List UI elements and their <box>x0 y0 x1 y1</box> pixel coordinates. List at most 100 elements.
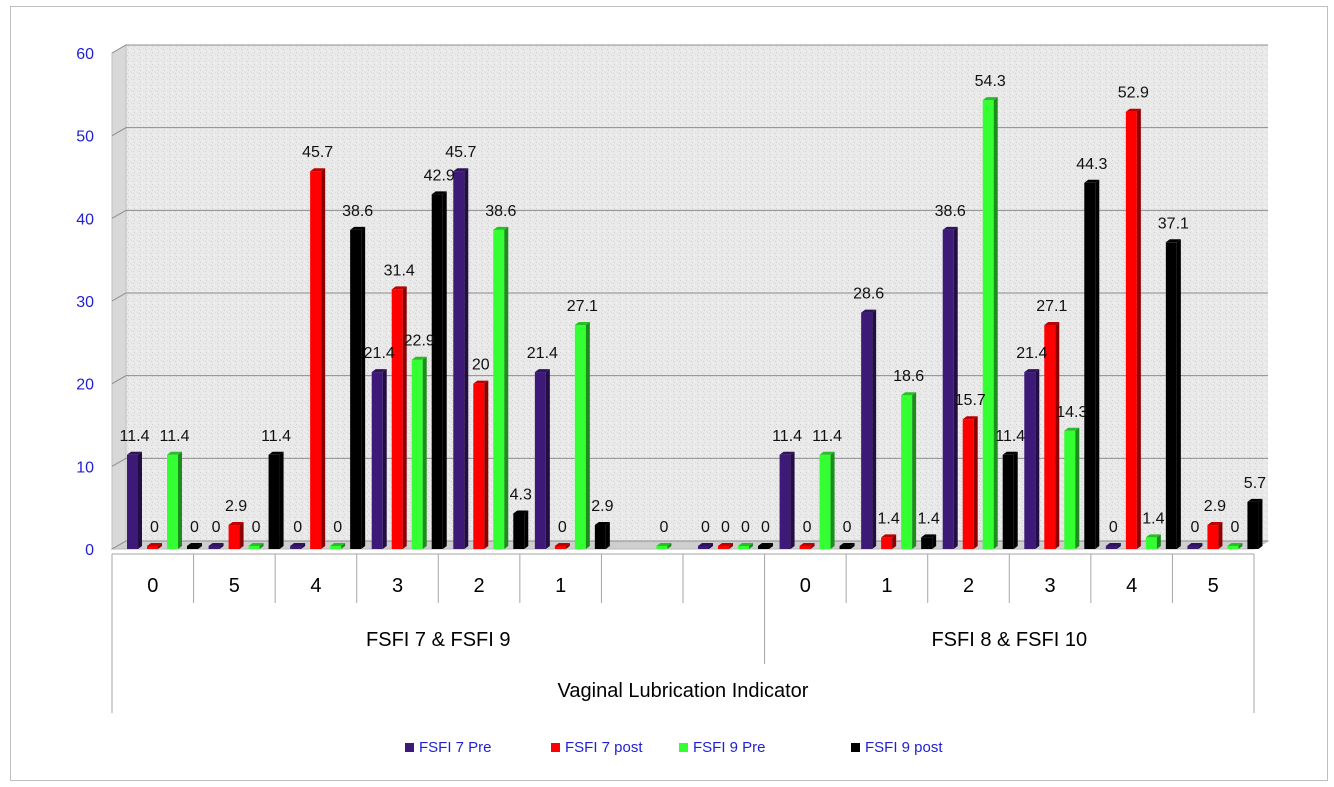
data-label: 11.4 <box>261 428 291 445</box>
bar-top <box>962 416 978 420</box>
bar-side <box>932 534 937 549</box>
bar-side <box>279 451 284 549</box>
data-label: 5.7 <box>1244 475 1266 492</box>
x-axis-title: Vaginal Lubrication Indicator <box>558 680 809 702</box>
bar-side <box>892 534 897 549</box>
category-label: 5 <box>229 575 240 597</box>
bar-top <box>1125 108 1141 112</box>
data-label: 44.3 <box>1076 156 1107 173</box>
category-label: 0 <box>147 575 158 597</box>
bar-side <box>402 286 407 549</box>
data-label: 14.3 <box>1056 404 1087 421</box>
bar <box>248 546 260 549</box>
data-label: 18.6 <box>893 368 924 385</box>
bar-top <box>921 534 937 538</box>
data-label: 20 <box>472 357 490 374</box>
data-label: 0 <box>803 519 812 536</box>
bar-side <box>219 543 224 549</box>
bar-top <box>1044 321 1060 325</box>
gridline <box>111 457 1268 467</box>
data-label: 0 <box>761 519 770 536</box>
data-label: 1.4 <box>1142 510 1164 527</box>
category-label: 4 <box>310 575 321 597</box>
category-label: 2 <box>474 575 485 597</box>
group-label: FSFI 7 & FSFI 9 <box>366 629 510 651</box>
data-label: 0 <box>190 519 199 536</box>
category-label: 1 <box>881 575 892 597</box>
bar-top <box>1145 534 1161 538</box>
bar-side <box>321 168 326 550</box>
data-label: 27.1 <box>567 298 598 315</box>
bar-top <box>1187 543 1203 546</box>
bar <box>921 537 933 549</box>
bar <box>1084 182 1096 549</box>
bar <box>698 546 709 549</box>
bar <box>371 372 383 549</box>
bar <box>881 537 893 549</box>
bar-side <box>850 543 855 549</box>
data-label: 42.9 <box>424 167 455 184</box>
data-label: 22.9 <box>404 333 435 350</box>
bar <box>1125 111 1137 550</box>
legend-swatch <box>405 743 414 752</box>
bar-side <box>239 522 244 549</box>
bar-top <box>718 543 733 546</box>
bar <box>718 546 729 549</box>
bar <box>982 100 994 550</box>
bar <box>839 546 851 549</box>
bar-top <box>1084 179 1100 183</box>
data-label: 0 <box>252 519 261 536</box>
data-label: 15.7 <box>955 392 986 409</box>
bar-top <box>248 543 264 546</box>
bar-top <box>371 369 387 373</box>
bar-top <box>1207 522 1223 526</box>
data-label: 38.6 <box>342 203 373 220</box>
bar <box>758 546 769 549</box>
bar <box>1207 525 1219 549</box>
bar-top <box>799 543 815 546</box>
bar <box>167 454 178 549</box>
data-label: 21.4 <box>527 345 558 362</box>
legend-label: FSFI 7 post <box>565 739 643 756</box>
data-label: 4.3 <box>510 486 532 503</box>
y-tick-label: 20 <box>76 377 94 394</box>
data-label: 0 <box>558 519 567 536</box>
bar-side <box>1238 543 1243 549</box>
bar <box>962 419 974 549</box>
bar <box>127 454 138 549</box>
bar-side <box>1218 522 1223 549</box>
data-label: 2.9 <box>591 498 613 515</box>
bar-side <box>605 522 610 549</box>
bar-top <box>656 543 672 546</box>
y-tick-label: 30 <box>76 294 94 311</box>
bar-top <box>738 543 753 546</box>
group-label: FSFI 8 & FSFI 10 <box>931 629 1087 651</box>
bar-top <box>534 369 550 373</box>
legend-swatch <box>679 743 688 752</box>
bar-side <box>301 543 306 549</box>
bar <box>310 171 322 550</box>
bar <box>1105 546 1117 549</box>
bar-top <box>513 510 529 514</box>
bar <box>1145 537 1157 549</box>
legend-label: FSFI 9 Pre <box>693 739 766 756</box>
bar <box>453 171 465 550</box>
bar-side <box>810 543 815 549</box>
gridline <box>111 292 1268 302</box>
bar-top <box>554 543 570 546</box>
data-label: 45.7 <box>445 144 476 161</box>
legend-swatch <box>551 743 560 752</box>
bar-top <box>1165 239 1181 243</box>
bar-side <box>585 321 590 549</box>
bar <box>656 546 668 549</box>
gridlines-layer <box>111 44 1268 550</box>
bar-side <box>341 543 346 549</box>
bar <box>1227 546 1239 549</box>
data-label: 11.4 <box>812 428 842 445</box>
bar-top <box>268 451 284 455</box>
bar <box>513 513 525 549</box>
data-label: 45.7 <box>302 144 333 161</box>
y-tick-label: 50 <box>76 129 94 146</box>
bar-side <box>953 226 958 549</box>
